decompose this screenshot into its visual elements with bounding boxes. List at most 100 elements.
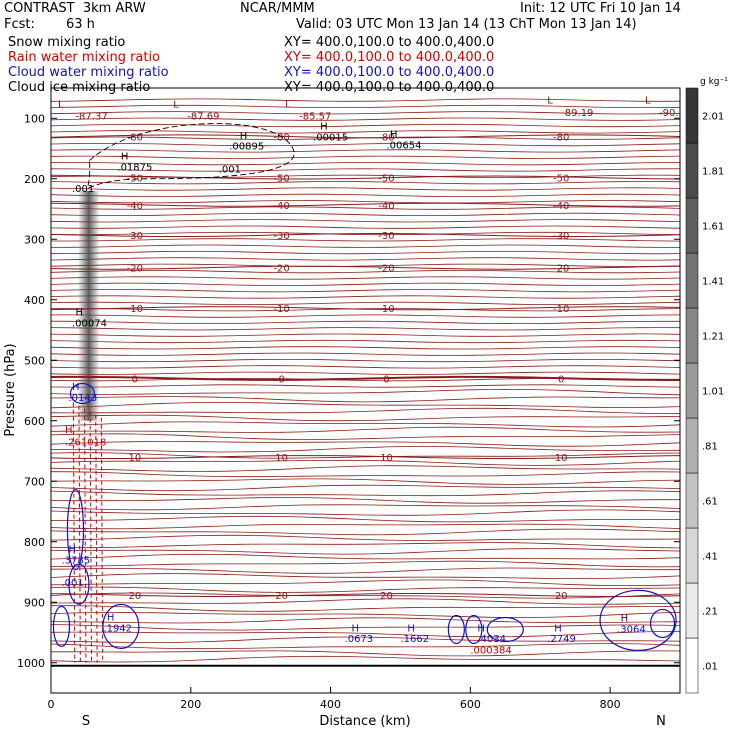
contour-label: -10 <box>273 304 289 315</box>
isotherm-line <box>51 320 680 324</box>
isotherm-line <box>51 452 680 459</box>
isotherm-line <box>51 655 680 663</box>
annotation-label: H <box>554 623 562 634</box>
annotation-label: H <box>240 131 248 142</box>
y-tick-label: 200 <box>24 173 45 186</box>
isotherm-line <box>51 187 680 191</box>
annotation-label: .000384 <box>470 646 511 657</box>
annotation-label: .3785 <box>61 556 90 567</box>
annotation-label: -87.37 <box>75 111 107 122</box>
colorbar-swatch <box>685 87 699 144</box>
colorbar-swatch <box>685 362 699 419</box>
contour-label: -40 <box>273 201 289 212</box>
annotation-label: H <box>107 612 115 623</box>
x-tick-label: 600 <box>460 698 481 711</box>
contour-label: -10 <box>127 304 143 315</box>
isotherm-line <box>51 636 680 644</box>
isotherm-line <box>51 193 680 198</box>
temperature-contour <box>51 593 680 597</box>
annotation-label: H <box>477 623 485 634</box>
colorbar-label: 2.01 <box>702 112 724 123</box>
isotherm-line <box>51 301 680 306</box>
isotherm-line <box>51 445 680 453</box>
annotation-label: H <box>65 425 73 436</box>
isotherm-line <box>51 586 680 593</box>
cloud-water-contour <box>447 614 465 645</box>
isotherm-line <box>51 567 680 574</box>
isotherm-line <box>51 263 680 267</box>
isotherm-line <box>51 401 680 409</box>
annotation-label: L <box>285 99 291 110</box>
isotherm-line <box>51 388 680 396</box>
temperature-contour <box>51 134 680 139</box>
temperature-contour <box>51 455 680 459</box>
contour-label: 10 <box>555 453 568 464</box>
isotherm-line <box>51 384 680 388</box>
y-tick-label: 900 <box>24 596 45 609</box>
isotherm-line <box>51 414 680 422</box>
isotherm-line <box>51 471 680 478</box>
isotherm-line <box>51 282 680 286</box>
x-tick-label: 400 <box>320 698 341 711</box>
annotation-label: .00015 <box>313 133 348 144</box>
model-title: CONTRAST 3km ARW <box>4 1 146 16</box>
colorbar-swatch <box>685 582 699 639</box>
isotherm-line <box>51 579 680 586</box>
x-axis-label: Distance (km) <box>319 714 410 729</box>
annotation-label: -89.19 <box>561 108 593 119</box>
contour-label: -80 <box>553 132 569 143</box>
y-tick-label: 1000 <box>17 657 45 670</box>
isotherm-line <box>51 359 680 363</box>
isotherm-line <box>51 143 680 147</box>
isotherm-line <box>51 339 680 344</box>
contour-label: 0 <box>278 374 284 385</box>
isotherm-line <box>51 111 680 115</box>
annotation-label: -85.57 <box>299 111 331 122</box>
field-rain-xy: XY= 400.0,100.0 to 400.0,400.0 <box>284 50 495 65</box>
isotherm-line <box>51 617 680 624</box>
cloud-water-contour <box>68 563 90 605</box>
isotherm-line <box>51 548 680 555</box>
colorbar-label: .61 <box>702 497 718 508</box>
contour-label: -40 <box>553 201 569 212</box>
x-tick-label: 200 <box>180 698 201 711</box>
contour-label: 0 <box>383 374 389 385</box>
annotation-label: .1942 <box>103 623 132 634</box>
isotherm-line <box>51 534 680 541</box>
cloud-ice-contour <box>87 123 295 189</box>
isotherm-line <box>51 365 680 369</box>
colorbar-swatch <box>685 142 699 199</box>
isotherm-line <box>51 598 680 605</box>
isotherm-line <box>51 161 680 166</box>
contour-label: 20 <box>275 591 288 602</box>
isotherm-line <box>51 509 680 516</box>
isotherm-line <box>51 200 680 204</box>
isotherm-line <box>51 149 680 153</box>
plot-frame <box>50 87 681 694</box>
temperature-contour <box>51 265 680 270</box>
annotation-label: .00654 <box>386 141 421 152</box>
isotherm-line <box>51 605 680 612</box>
contour-label: -50 <box>273 174 289 185</box>
isotherm-line <box>51 174 680 178</box>
contour-label: -40 <box>378 201 394 212</box>
colorbar-label: .21 <box>702 607 718 618</box>
annotation-label: H <box>352 623 360 634</box>
isotherm-line <box>51 219 680 223</box>
isotherm-line <box>51 155 680 159</box>
contour-label: 20 <box>128 591 141 602</box>
isotherm-line <box>51 553 680 560</box>
isotherm-line <box>51 624 680 631</box>
x-tick-label: 0 <box>48 698 55 711</box>
rain-water-contour <box>78 405 81 663</box>
rain-water-contour <box>84 408 87 663</box>
contour-label: -50 <box>553 174 569 185</box>
isotherm-line <box>51 289 680 293</box>
isotherm-line <box>51 314 680 318</box>
colorbar-label: 1.41 <box>702 277 724 288</box>
init-time: Init: 12 UTC Fri 10 Jan 14 <box>520 1 681 16</box>
isotherm-line <box>51 346 680 350</box>
isotherm-line <box>51 528 680 536</box>
isotherm-line <box>51 295 680 299</box>
